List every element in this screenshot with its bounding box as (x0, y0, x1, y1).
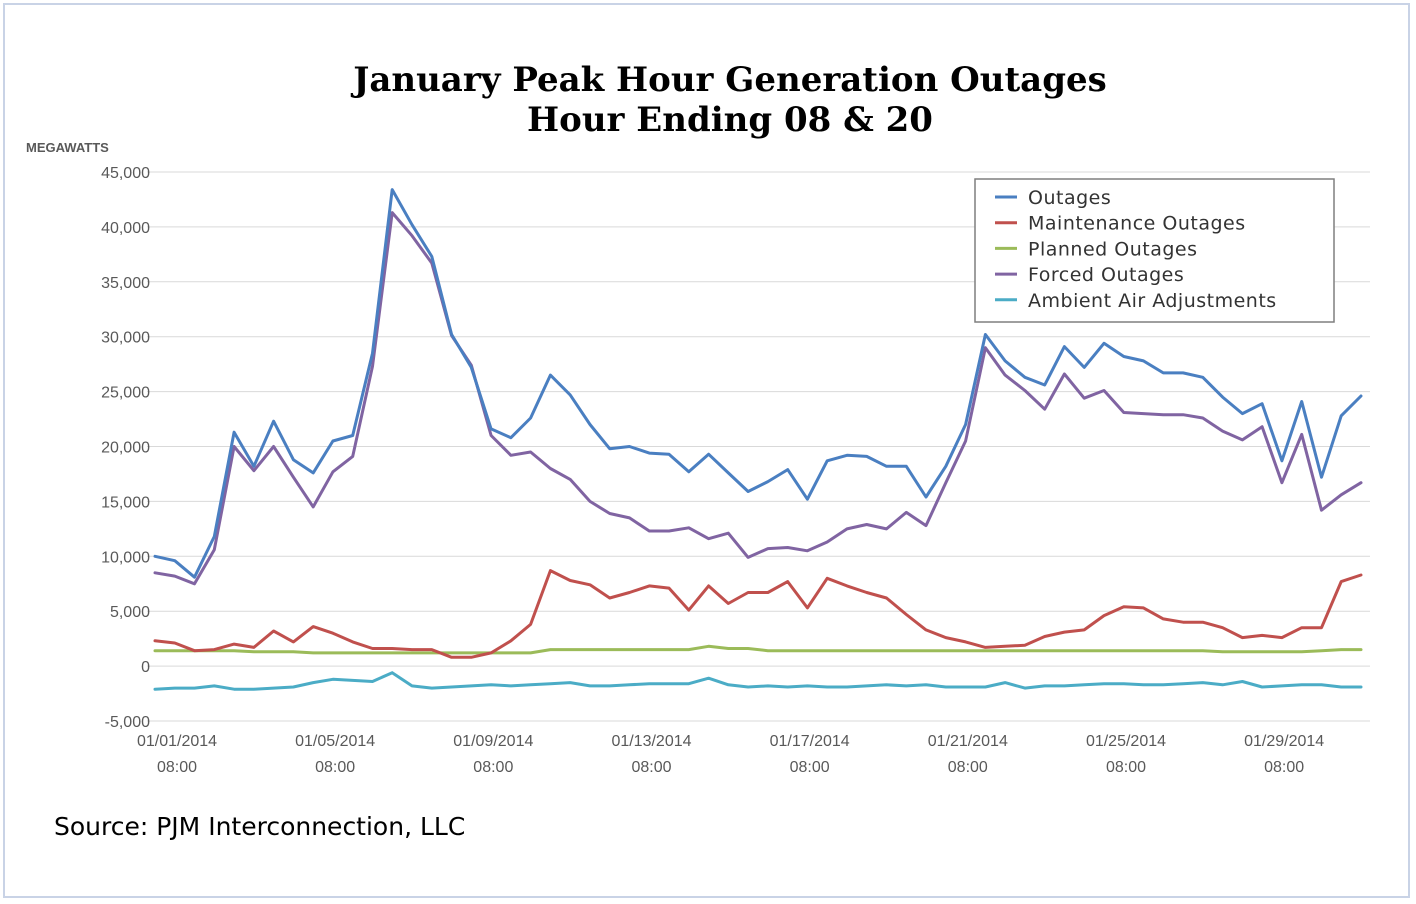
y-tick-label: 20,000 (101, 440, 150, 457)
x-tick-label: 01/29/2014 (1244, 733, 1324, 750)
x-tick-time: 08:00 (315, 759, 355, 776)
chart-title-line-1: January Peak Hour Generation Outages (353, 60, 1107, 100)
x-tick-label: 01/09/2014 (453, 733, 533, 750)
y-tick-label: 35,000 (101, 275, 150, 292)
legend-box (974, 178, 1335, 323)
x-tick-time: 08:00 (948, 759, 988, 776)
series-line-maintenance-outages (153, 569, 1363, 659)
legend-label: Maintenance Outages (1028, 213, 1246, 235)
series-line-planned-outages (153, 644, 1363, 655)
y-tick-label: 25,000 (101, 385, 150, 402)
legend-label: Forced Outages (1028, 264, 1184, 286)
y-axis-label: MEGAWATTS (26, 140, 109, 155)
source-note: Source: PJM Interconnection, LLC (54, 812, 466, 841)
series-line-ambient-air-adjustments (153, 671, 1363, 691)
y-tick-label: 40,000 (101, 220, 150, 237)
x-tick-time: 08:00 (1106, 759, 1146, 776)
y-tick-label: 30,000 (101, 330, 150, 347)
y-tick-label: 5,000 (110, 604, 150, 621)
x-tick-label: 01/05/2014 (295, 733, 375, 750)
x-tick-time: 08:00 (157, 759, 197, 776)
x-tick-label: 01/01/2014 (137, 733, 217, 750)
y-tick-label: 45,000 (101, 165, 150, 182)
y-tick-label: 15,000 (101, 494, 150, 511)
x-tick-time: 08:00 (473, 759, 513, 776)
chart-title-line-2: Hour Ending 08 & 20 (527, 100, 933, 140)
x-tick-label: 01/25/2014 (1086, 733, 1166, 750)
chart-title: January Peak Hour Generation Outages Hou… (0, 60, 1416, 140)
x-tick-time: 08:00 (1264, 759, 1304, 776)
x-tick-time: 08:00 (631, 759, 671, 776)
series-line-outages (153, 188, 1363, 579)
y-tick-label: 10,000 (101, 549, 150, 566)
y-tick-label: 0 (141, 659, 150, 676)
legend: Outages Maintenance Outages Planned Outage… (974, 178, 1335, 323)
x-tick-label: 01/21/2014 (928, 733, 1008, 750)
legend-label: Planned Outages (1028, 238, 1198, 260)
series-line-forced-outages (153, 211, 1363, 586)
legend-label: Ambient Air Adjustments (1028, 290, 1277, 312)
x-tick-time: 08:00 (790, 759, 830, 776)
x-tick-label: 01/13/2014 (611, 733, 691, 750)
legend-label: Outages (1028, 187, 1111, 209)
y-tick-label: -5,000 (105, 714, 150, 731)
x-tick-label: 01/17/2014 (770, 733, 850, 750)
